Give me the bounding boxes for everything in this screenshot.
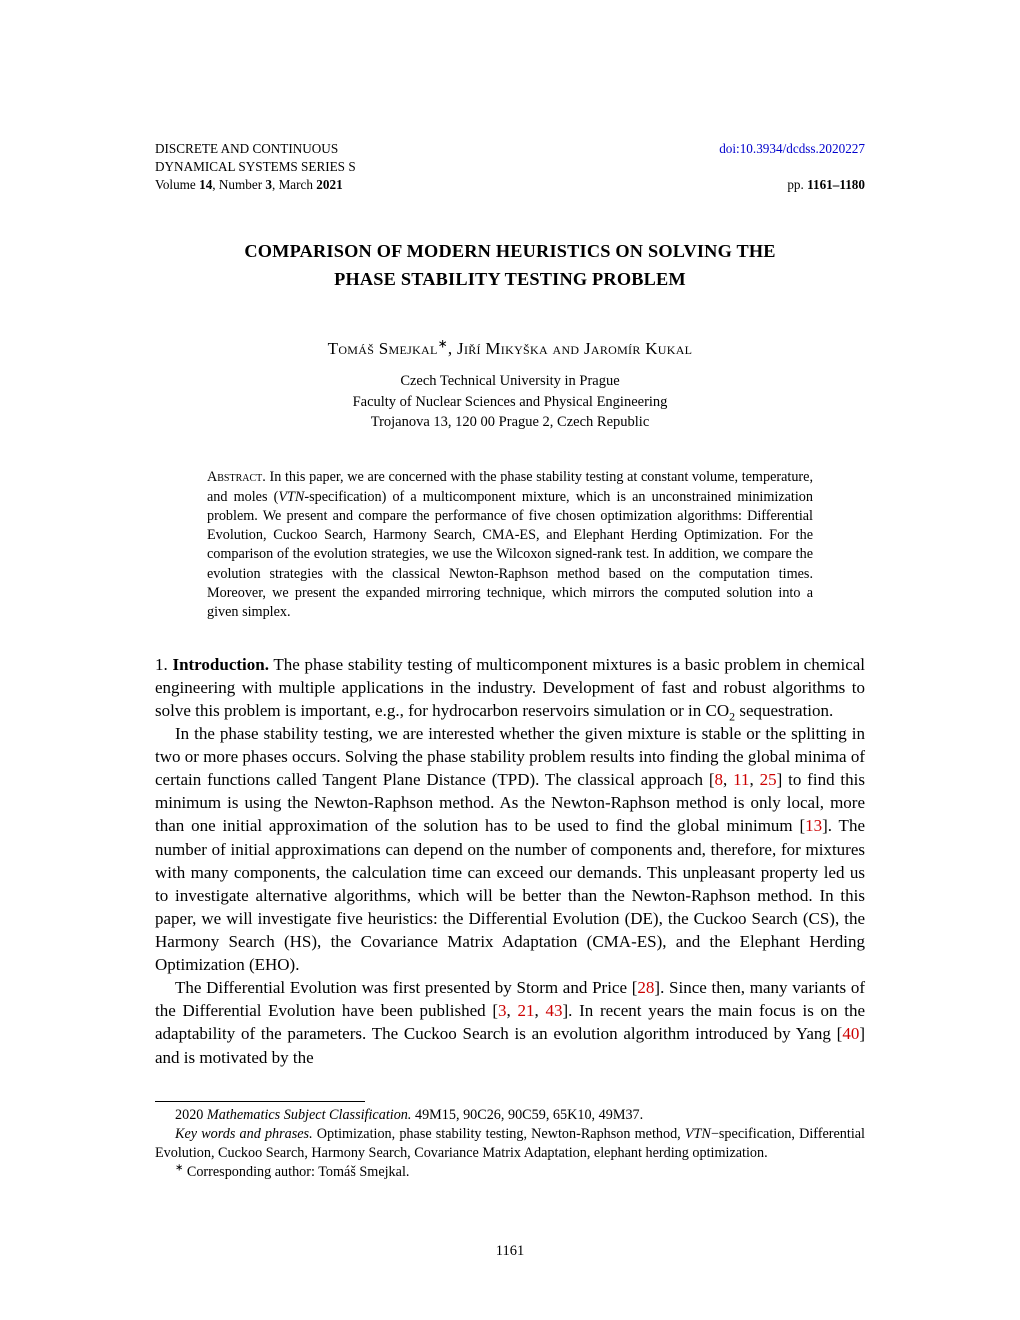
corresponding-author-footnote: ∗ Corresponding author: Tomáš Smejkal. <box>155 1163 865 1182</box>
affiliation: Czech Technical University in Prague Fac… <box>155 371 865 432</box>
citation-21[interactable]: 21 <box>518 1001 535 1020</box>
doi-pages: doi:10.3934/dcdss.2020227 pp. 1161–1180 <box>719 140 865 193</box>
intro-paragraph-3: The Differential Evolution was first pre… <box>155 976 865 1068</box>
volume-line: Volume 14, Number 3, March 2021 <box>155 177 343 192</box>
citation-28[interactable]: 28 <box>637 978 654 997</box>
citation-13[interactable]: 13 <box>805 816 822 835</box>
footnotes: 2020 Mathematics Subject Classification.… <box>155 1106 865 1183</box>
page-number: 1161 <box>0 1243 1020 1260</box>
paper-title: COMPARISON OF MODERN HEURISTICS ON SOLVI… <box>155 238 865 293</box>
journal-line1: DISCRETE AND CONTINUOUS <box>155 141 338 156</box>
doi-link[interactable]: doi:10.3934/dcdss.2020227 <box>719 141 865 156</box>
intro-paragraph-1: 1. Introduction. The phase stability tes… <box>155 653 865 722</box>
journal-line2: DYNAMICAL SYSTEMS SERIES S <box>155 159 356 174</box>
pages: pp. 1161–1180 <box>787 177 865 192</box>
keywords-footnote: Key words and phrases. Optimization, pha… <box>155 1125 865 1163</box>
page-header: DISCRETE AND CONTINUOUS DYNAMICAL SYSTEM… <box>155 140 865 193</box>
citation-25[interactable]: 25 <box>760 770 777 789</box>
intro-paragraph-2: In the phase stability testing, we are i… <box>155 722 865 976</box>
abstract-label: Abstract. <box>207 469 266 485</box>
footnote-separator <box>155 1101 365 1102</box>
introduction-section: 1. Introduction. The phase stability tes… <box>155 653 865 1069</box>
citation-43[interactable]: 43 <box>545 1001 562 1020</box>
abstract: Abstract. In this paper, we are concerne… <box>207 468 813 623</box>
citation-8[interactable]: 8 <box>714 770 723 789</box>
journal-info: DISCRETE AND CONTINUOUS DYNAMICAL SYSTEM… <box>155 140 356 193</box>
citation-40[interactable]: 40 <box>842 1024 859 1043</box>
authors: Tomáš Smejkal∗, Jiří Mikyška and Jaromír… <box>155 339 865 359</box>
citation-11[interactable]: 11 <box>733 770 749 789</box>
page: DISCRETE AND CONTINUOUS DYNAMICAL SYSTEM… <box>0 0 1020 1320</box>
citation-3[interactable]: 3 <box>498 1001 507 1020</box>
msc-footnote: 2020 Mathematics Subject Classification.… <box>155 1106 865 1125</box>
